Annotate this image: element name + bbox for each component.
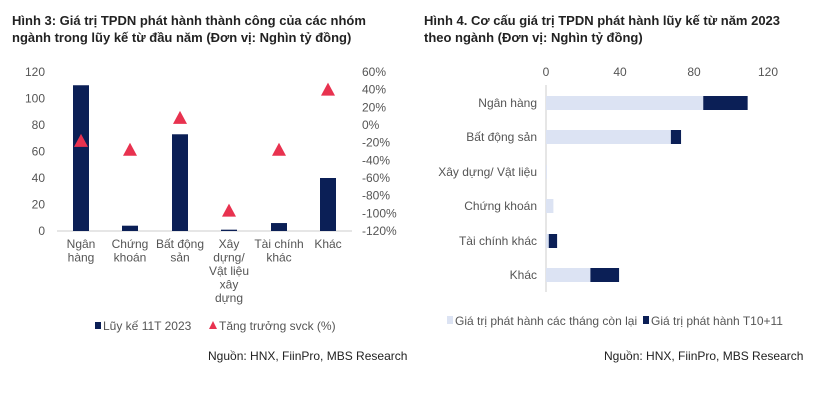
chart-title-left: Hình 3: Giá trị TPDN phát hành thành côn… (12, 13, 366, 45)
y2-tick-label: 20% (362, 100, 386, 114)
y-tick-label: 0 (38, 224, 45, 238)
marker-tang-truong (123, 142, 137, 156)
x-tick-label: 40 (613, 65, 627, 79)
y-tick-label: Chứng khoán (464, 199, 537, 213)
y-tick-label: Ngân hàng (478, 96, 537, 110)
y-tick-label: 60 (32, 145, 46, 159)
x-tick-label: 80 (687, 65, 701, 79)
legend-swatch-remaining (447, 316, 453, 324)
y-tick-label: Bất động sản (466, 130, 537, 144)
legend-swatch-bar (95, 322, 101, 329)
y2-tick-label: 60% (362, 65, 386, 79)
x-tick-label: Vật liệu (209, 264, 249, 278)
bar-t10-11 (590, 268, 620, 282)
y-tick-label: 120 (25, 65, 45, 79)
bar-remaining (546, 96, 704, 110)
x-tick-label: Khác (314, 237, 341, 251)
legend-label: Giá trị phát hành các tháng còn lại (455, 314, 637, 328)
legend-label: Tăng trưởng svck (%) (219, 319, 336, 333)
y-tick-label: 80 (32, 118, 46, 132)
y-tick-label: Xây dựng/ Vật liệu (438, 165, 537, 179)
x-tick-label: 0 (543, 65, 550, 79)
x-tick-label: sản (170, 251, 189, 265)
marker-tang-truong (222, 203, 236, 217)
y2-tick-label: -40% (362, 153, 390, 167)
x-tick-label: dựng (215, 291, 243, 305)
bar-luy-ke (221, 229, 237, 231)
source-right: Nguồn: HNX, FiinPro, MBS Research (604, 349, 804, 363)
legend-label: Lũy kế 11T 2023 (103, 319, 192, 333)
bar-remaining (546, 130, 671, 144)
y2-tick-label: -80% (362, 189, 390, 203)
marker-tang-truong (272, 142, 286, 156)
y2-tick-label: -60% (362, 171, 390, 185)
bar-luy-ke (122, 225, 138, 231)
x-tick-label: hàng (68, 251, 95, 265)
bar-t10-11 (548, 234, 558, 248)
marker-tang-truong (173, 110, 187, 124)
bar-remaining (546, 199, 554, 213)
x-tick-label: 120 (758, 65, 778, 79)
y2-tick-label: 0% (362, 118, 380, 132)
x-tick-label: khoán (114, 251, 147, 265)
y-tick-label: Khác (510, 268, 537, 282)
chart-title-right: Hình 4. Cơ cấu giá trị TPDN phát hành lũ… (424, 13, 781, 45)
x-tick-label: Tài chính (254, 237, 303, 251)
y2-tick-label: 40% (362, 83, 386, 97)
bar-t10-11 (670, 130, 682, 144)
bar-luy-ke (172, 134, 188, 231)
legend-swatch-t10-11 (643, 316, 649, 324)
y2-tick-label: -120% (362, 224, 397, 238)
x-tick-label: Xây (219, 237, 240, 251)
legend-swatch-triangle (209, 321, 217, 329)
bar-remaining (546, 268, 591, 282)
x-tick-label: khác (266, 251, 291, 265)
bar-remaining (546, 165, 547, 179)
y2-tick-label: -100% (362, 206, 397, 220)
x-tick-label: Ngân (67, 237, 96, 251)
y-tick-label: 20 (32, 198, 46, 212)
bar-luy-ke (320, 178, 336, 231)
y-tick-label: 100 (25, 92, 45, 106)
bar-luy-ke (271, 223, 287, 231)
source-left: Nguồn: HNX, FiinPro, MBS Research (208, 349, 408, 363)
bar-t10-11 (703, 96, 748, 110)
legend-label: Giá trị phát hành T10+11 (651, 314, 783, 328)
y2-tick-label: -20% (362, 136, 390, 150)
x-tick-label: dựng/ (213, 251, 245, 265)
y-tick-label: Tài chính khác (459, 234, 537, 248)
y-tick-label: 40 (32, 171, 46, 185)
marker-tang-truong (74, 133, 88, 147)
x-tick-label: xây (220, 278, 239, 292)
x-tick-label: Chứng (112, 237, 149, 251)
bar-luy-ke (73, 85, 89, 231)
x-tick-label: Bất động (156, 237, 204, 251)
marker-tang-truong (321, 82, 335, 96)
bar-remaining (546, 234, 549, 248)
